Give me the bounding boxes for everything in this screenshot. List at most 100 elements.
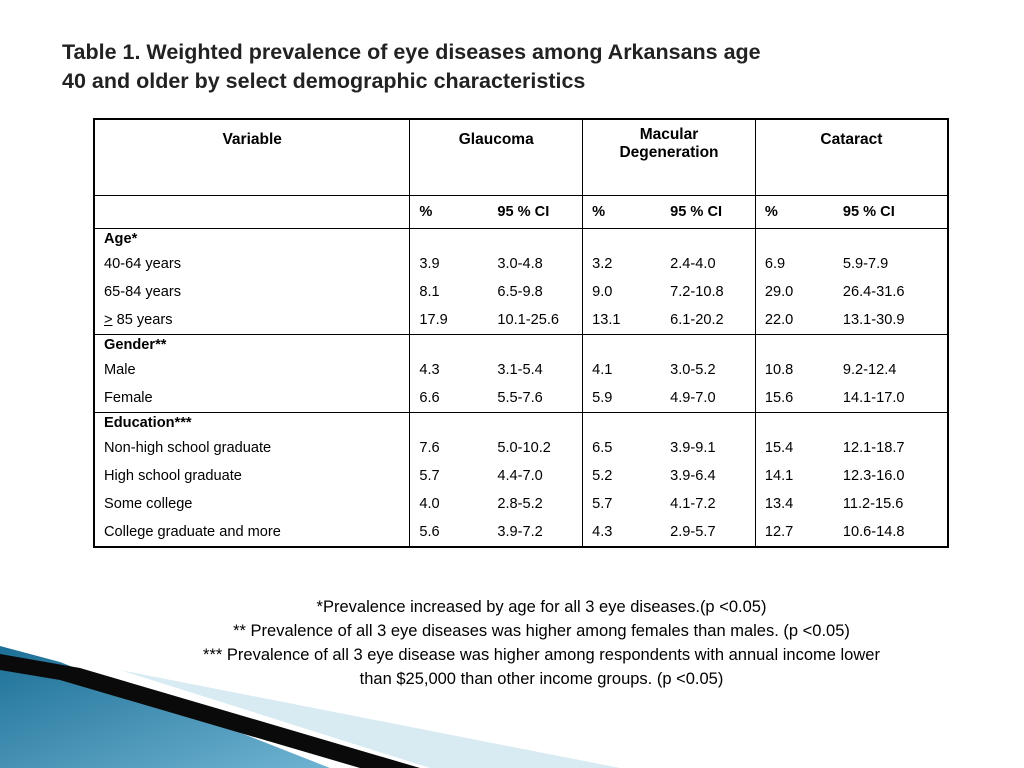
cataract-percent: 13.4	[764, 496, 794, 512]
header-variable: Variable	[93, 118, 411, 196]
macular-percent: 4.1	[592, 362, 613, 378]
subheader-row: % 95 % CI % 95 % CI % 95 % CI	[93, 195, 949, 229]
glaucoma-values: 8.1 6.5-9.8	[410, 278, 582, 306]
footnote-4: than $25,000 than other income groups. (…	[359, 670, 724, 688]
macular-percent: 6.5	[592, 440, 613, 456]
swoosh-pale	[120, 670, 620, 768]
glaucoma-percent: 5.6	[419, 524, 440, 540]
group-heading: Education***	[104, 415, 192, 431]
title-line-1: Table 1. Weighted prevalence of eye dise…	[62, 40, 761, 64]
macular-ci: 3.0-5.2	[670, 362, 716, 378]
heading-spacer	[410, 229, 582, 249]
glaucoma-ci: 4.4-7.0	[497, 468, 543, 484]
glaucoma-percent: 4.3	[419, 362, 440, 378]
cataract-ci: 5.9-7.9	[842, 256, 889, 272]
swoosh-black	[0, 654, 420, 768]
row-label-text: College graduate and more	[104, 524, 281, 540]
glaucoma-percent: 3.9	[419, 256, 440, 272]
ci-label: 95 % CI	[670, 204, 723, 220]
glaucoma-values: 5.6 3.9-7.2	[410, 518, 582, 546]
glaucoma-values: 17.9 10.1-25.6	[410, 306, 582, 334]
cataract-ci: 9.2-12.4	[842, 362, 897, 378]
row-label: Some college	[95, 490, 409, 518]
glaucoma-values: 5.7 4.4-7.0	[410, 462, 582, 490]
cataract-percent: 10.8	[764, 362, 794, 378]
cataract-values: 15.6 14.1-17.0	[756, 384, 947, 412]
row-label-text: Some college	[104, 496, 193, 512]
glaucoma-values: 6.6 5.5-7.6	[410, 384, 582, 412]
macular-cell: 3.2 2.4-4.0 9.0 7.2-10.8 13.1 6.1-20.2	[582, 228, 756, 335]
header-row: Variable Glaucoma Macular Degeneration C…	[93, 118, 949, 196]
row-label: Male	[95, 356, 409, 384]
cataract-percent: 12.7	[764, 524, 794, 540]
cataract-ci: 12.1-18.7	[842, 440, 905, 456]
cataract-percent: 6.9	[764, 256, 786, 272]
footnote-2: ** Prevalence of all 3 eye diseases was …	[233, 622, 850, 640]
pct-label: %	[764, 204, 778, 220]
macular-ci: 4.9-7.0	[670, 390, 716, 406]
pct-label: %	[419, 204, 433, 220]
macular-percent: 13.1	[592, 312, 621, 328]
group-row: Age* 40-64 years 65-84 years > 85 years 3.9 3…	[93, 228, 949, 335]
heading-spacer	[410, 335, 582, 355]
ge-symbol: >	[104, 312, 113, 328]
glaucoma-percent: 7.6	[419, 440, 440, 456]
cataract-values: 14.1 12.3-16.0	[756, 462, 947, 490]
row-label: High school graduate	[95, 462, 409, 490]
glaucoma-ci: 3.0-4.8	[497, 256, 543, 272]
cataract-ci: 14.1-17.0	[842, 390, 905, 406]
cataract-values: 10.8 9.2-12.4	[756, 356, 947, 384]
macular-values: 4.1 3.0-5.2	[583, 356, 755, 384]
row-label-text: Female	[104, 390, 153, 406]
cataract-values: 15.4 12.1-18.7	[756, 434, 947, 462]
macular-percent: 4.3	[592, 524, 613, 540]
glaucoma-percent: 6.6	[419, 390, 440, 406]
decorative-swoosh	[0, 646, 620, 768]
group-heading: Gender**	[104, 337, 167, 353]
subheader-macular: % 95 % CI	[582, 195, 756, 229]
heading-spacer	[756, 229, 947, 249]
macular-ci: 2.4-4.0	[670, 256, 716, 272]
row-label: 65-84 years	[95, 278, 409, 306]
cataract-percent: 29.0	[764, 284, 794, 300]
heading-spacer	[583, 229, 755, 249]
heading-spacer	[756, 413, 947, 433]
macular-values: 3.2 2.4-4.0	[583, 250, 755, 278]
title-line-2: 40 and older by select demographic chara…	[62, 69, 586, 93]
cataract-percent: 15.6	[764, 390, 794, 406]
glaucoma-cell: 3.9 3.0-4.8 8.1 6.5-9.8 17.9 10.1-25.6	[409, 228, 584, 335]
cataract-percent: 22.0	[764, 312, 794, 328]
row-label: Non-high school graduate	[95, 434, 409, 462]
heading-spacer	[756, 335, 947, 355]
glaucoma-percent: 4.0	[419, 496, 440, 512]
cataract-ci: 12.3-16.0	[842, 468, 905, 484]
macular-percent: 5.2	[592, 468, 613, 484]
header-macular-line2: Degeneration	[619, 144, 719, 161]
group-row: Gender** Male Female 4.3 3.1-5.4 6.6 5.5-7.6 4.…	[93, 334, 949, 413]
macular-values: 5.2 3.9-6.4	[583, 462, 755, 490]
glaucoma-values: 3.9 3.0-4.8	[410, 250, 582, 278]
cataract-ci: 13.1-30.9	[842, 312, 905, 328]
macular-ci: 2.9-5.7	[670, 524, 716, 540]
macular-percent: 3.2	[592, 256, 613, 272]
cataract-values: 29.0 26.4-31.6	[756, 278, 947, 306]
group-heading: Age*	[104, 231, 138, 247]
glaucoma-values: 4.3 3.1-5.4	[410, 356, 582, 384]
cataract-percent: 15.4	[764, 440, 794, 456]
glaucoma-percent: 17.9	[419, 312, 448, 328]
subheader-cataract: % 95 % CI	[754, 195, 949, 229]
row-label-text: High school graduate	[104, 468, 242, 484]
glaucoma-ci: 3.1-5.4	[497, 362, 543, 378]
subheader-empty	[93, 195, 411, 229]
row-label-text: 85 years	[112, 312, 173, 328]
cataract-ci: 26.4-31.6	[842, 284, 905, 300]
macular-values: 5.7 4.1-7.2	[583, 490, 755, 518]
header-cataract: Cataract	[754, 118, 949, 196]
macular-ci: 6.1-20.2	[670, 312, 724, 328]
header-macular-line1: Macular	[639, 126, 699, 143]
macular-ci: 3.9-6.4	[670, 468, 716, 484]
glaucoma-ci: 10.1-25.6	[497, 312, 560, 328]
macular-ci: 3.9-9.1	[670, 440, 716, 456]
row-label-text: Male	[104, 362, 136, 378]
slide-title: Table 1. Weighted prevalence of eye dise…	[62, 38, 962, 96]
